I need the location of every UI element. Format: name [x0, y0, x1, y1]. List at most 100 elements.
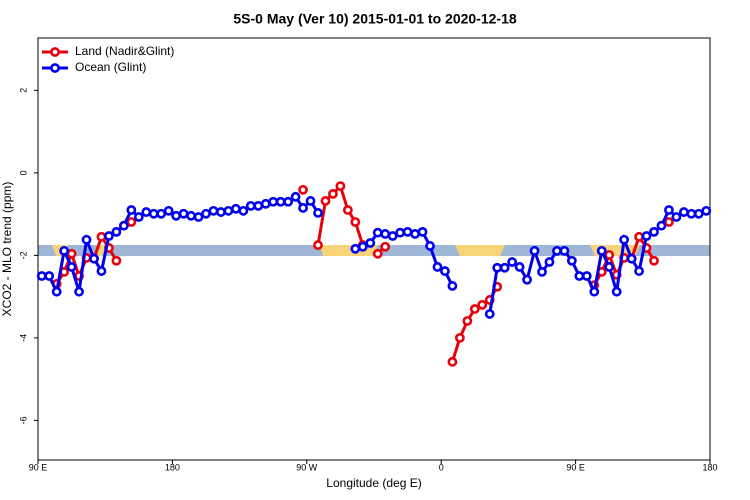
data-point [350, 217, 361, 227]
data-point [275, 196, 286, 207]
data-point [253, 200, 264, 211]
data-point [402, 226, 413, 237]
data-point [133, 212, 144, 222]
data-point [626, 253, 637, 264]
y-tick-label: -6 [18, 416, 28, 424]
data-point [649, 226, 659, 237]
data-point [477, 299, 488, 310]
data-point [328, 189, 338, 199]
data-point [126, 217, 137, 227]
data-point [492, 262, 503, 273]
data-point [447, 281, 458, 291]
data-point [552, 245, 562, 256]
data-point [522, 274, 532, 285]
data-point [66, 248, 77, 259]
data-point [201, 208, 211, 219]
data-point [96, 266, 107, 276]
y-tick-label: 0 [18, 170, 28, 175]
data-point [701, 205, 712, 216]
x-axis-label: Longitude (deg E) [326, 476, 421, 490]
data-point [238, 205, 249, 216]
data-point [118, 220, 129, 231]
data-point [604, 250, 615, 260]
data-point [186, 210, 196, 221]
x-tick-label: 90 E [566, 462, 585, 472]
data-point [649, 255, 659, 266]
legend-marker [50, 47, 60, 57]
data-point [156, 208, 167, 219]
data-point [44, 271, 55, 281]
data-point [611, 286, 622, 297]
data-point [111, 255, 122, 266]
data-point [499, 262, 510, 273]
data-point [66, 262, 77, 272]
data-point [193, 212, 204, 222]
y-tick-label: -4 [18, 334, 28, 342]
data-point [529, 245, 540, 256]
data-point [469, 304, 480, 314]
data-point [641, 231, 652, 241]
data-point [387, 231, 398, 241]
data-point [357, 241, 368, 252]
plot-frame [37, 37, 711, 461]
data-point [596, 245, 607, 256]
data-point [320, 196, 331, 206]
data-point [111, 226, 122, 237]
data-point [365, 238, 376, 248]
data-point [59, 245, 70, 256]
data-point [440, 266, 450, 276]
data-point [619, 234, 630, 245]
data-point [395, 227, 406, 238]
legend-marker [50, 63, 60, 73]
data-point [104, 231, 114, 241]
data-point [544, 257, 555, 267]
data-point [589, 286, 600, 297]
data-point [634, 266, 644, 276]
data-point [664, 205, 674, 215]
data-point [208, 205, 219, 216]
data-point [230, 203, 241, 214]
data-point [126, 205, 137, 215]
data-point [171, 210, 182, 221]
data-point [678, 207, 689, 217]
data-point [581, 271, 592, 281]
data-point [245, 200, 256, 211]
x-tick-label: 90 W [296, 462, 318, 472]
data-point [656, 220, 667, 231]
x-tick-label: 90 E [29, 462, 48, 472]
data-point [298, 184, 308, 195]
data-point [574, 271, 585, 281]
data-point [484, 309, 495, 319]
data-point [260, 198, 271, 209]
data-point [372, 227, 383, 238]
data-point [454, 332, 465, 343]
data-point [74, 286, 84, 297]
data-point [634, 231, 644, 242]
y-axis-label: XCO2 - MLO trend (ppm) [0, 182, 14, 317]
data-point [410, 229, 420, 239]
data-point [350, 243, 361, 254]
data-point [380, 229, 391, 239]
legend-label: Ocean (Glint) [75, 60, 146, 74]
data-point [559, 245, 570, 256]
data-point [36, 271, 47, 281]
data-point [372, 248, 383, 259]
x-tick-label: 0 [439, 462, 444, 472]
data-point [51, 286, 62, 297]
data-point [141, 207, 152, 217]
data-point [148, 208, 159, 219]
data-point [223, 205, 234, 216]
data-point [163, 205, 174, 216]
x-tick-label: 180 [165, 462, 180, 472]
data-point [96, 231, 107, 242]
data-point [664, 217, 674, 227]
data-point [417, 226, 428, 237]
data-point [566, 255, 577, 266]
data-point [432, 262, 443, 272]
data-point [425, 241, 435, 251]
data-point [290, 191, 301, 202]
data-point [313, 208, 323, 218]
data-point [693, 208, 704, 219]
data-point [313, 240, 323, 250]
